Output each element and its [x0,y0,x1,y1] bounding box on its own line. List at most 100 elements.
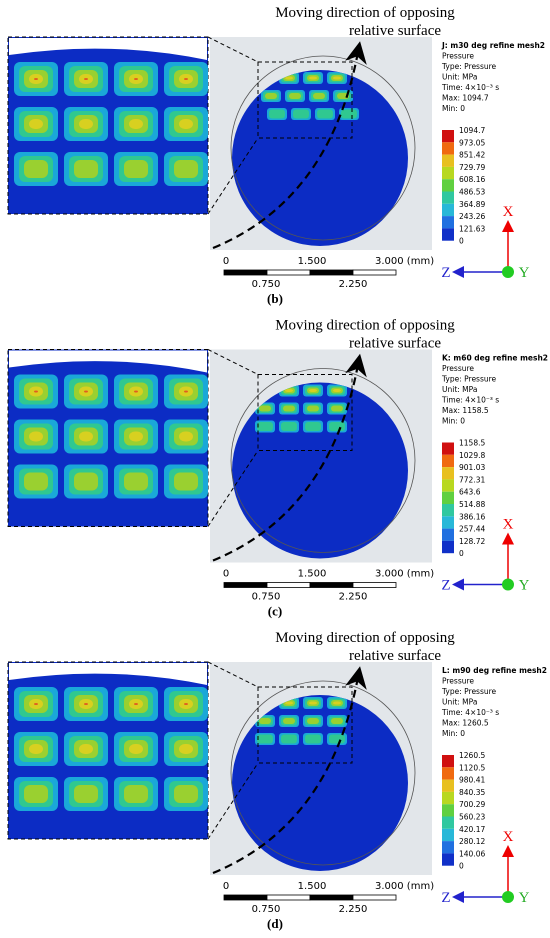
scale-seg [266,269,311,276]
contact-outline [230,368,416,553]
inset-contour [24,785,48,803]
zoom-line [207,137,259,215]
contour [293,109,309,119]
inset-contour [84,78,88,80]
inset-contour [79,431,93,442]
axis-label: X [503,517,514,533]
scale-seg [223,582,268,588]
zoom-line [207,36,259,63]
inset-contour [29,744,43,754]
inset-contour [24,160,48,178]
contour [281,734,297,744]
legend-text: Pressure [442,677,474,686]
legend-level: 0 [459,549,464,558]
scale-seg [266,894,311,901]
legend-swatch [442,179,454,192]
inset-contour [184,703,188,705]
axis-y [502,891,514,903]
legend-level: 514.88 [459,500,485,509]
legend-level: 128.72 [459,537,485,546]
legend-swatch [442,166,454,180]
scale-label: 1.500 [298,881,327,892]
scale-label: 3.000 (mm) [375,569,434,580]
inset-contour [184,390,188,393]
legend-swatch [442,191,454,204]
legend-swatch [442,216,454,229]
contour [305,734,321,744]
legend-text: Time: 4×10⁻³ s [441,83,499,92]
legend-level: 700.29 [459,800,485,809]
legend-text: Time: 4×10⁻³ s [441,396,499,405]
legend-level: 840.35 [459,788,485,797]
contour [305,422,321,431]
legend-level: 364.89 [459,200,485,209]
legend-swatch [442,467,454,480]
annotation: relative surface [349,336,441,352]
contact-outline [230,680,416,866]
scale-label: 3.000 (mm) [375,881,434,892]
inset-contour [74,160,98,178]
inset-contour [34,703,38,705]
legend-level: 486.53 [459,188,485,197]
inset-contour [29,119,43,129]
legend-text: Pressure [442,52,474,61]
annotation: Moving direction of opposing [275,318,455,334]
scale-seg [352,269,397,276]
inset-contour [74,785,98,803]
scale-label: 3.000 (mm) [375,256,434,267]
legend-text: Unit: MPa [442,73,477,82]
contour [313,93,325,99]
legend-level: 772.31 [459,475,485,484]
zoom-line [207,661,259,688]
scale-label: 1.500 [298,569,327,580]
contour [285,701,293,705]
contour [309,76,317,80]
legend-text: Max: 1158.5 [442,406,489,415]
scale-label: 2.250 [339,904,368,915]
scale-seg [309,269,354,276]
legend-swatch [442,779,454,792]
inset-edge [9,663,207,685]
contour [317,109,333,119]
inset-contour [79,744,93,754]
legend-swatch [442,853,454,866]
scale-label: 1.500 [298,256,327,267]
axis-label: X [503,204,514,220]
legend-text: Max: 1260.5 [442,719,489,728]
scale-seg [266,582,311,588]
legend-level: 386.16 [459,512,485,521]
legend-text: J: m30 deg refine mesh2 [441,41,545,50]
inset-contour [184,78,188,80]
contour [329,734,345,744]
legend-level: 420.17 [459,825,485,834]
legend-text: Max: 1094.7 [442,94,489,103]
legend-text: K: m60 deg refine mesh2 [442,354,548,363]
scale-seg [223,894,268,901]
legend-level: 560.23 [459,813,485,822]
legend-level: 1158.5 [459,439,485,448]
specimen [232,382,408,559]
inset-contour [129,744,143,754]
legend-level: 0 [459,862,464,871]
scale-label: 2.250 [339,279,368,290]
legend-swatch [442,791,454,805]
scale-label: 0.750 [252,592,281,603]
legend-level: 257.44 [459,525,485,534]
contour [285,76,293,80]
contour [259,718,271,724]
specimen [232,695,408,871]
legend-swatch [442,516,454,529]
legend-level: 980.41 [459,776,485,785]
inset-contour [34,390,38,393]
inset-contour [134,390,138,393]
contour [341,109,357,119]
axis-label: Y [519,578,530,594]
legend-level: 851.42 [459,151,485,160]
legend-level: 243.26 [459,212,485,221]
axis-label: X [503,829,514,845]
legend-level: 643.6 [459,488,481,497]
legend-text: Min: 0 [442,417,465,426]
contour [333,701,341,705]
legend-level: 121.63 [459,224,485,233]
